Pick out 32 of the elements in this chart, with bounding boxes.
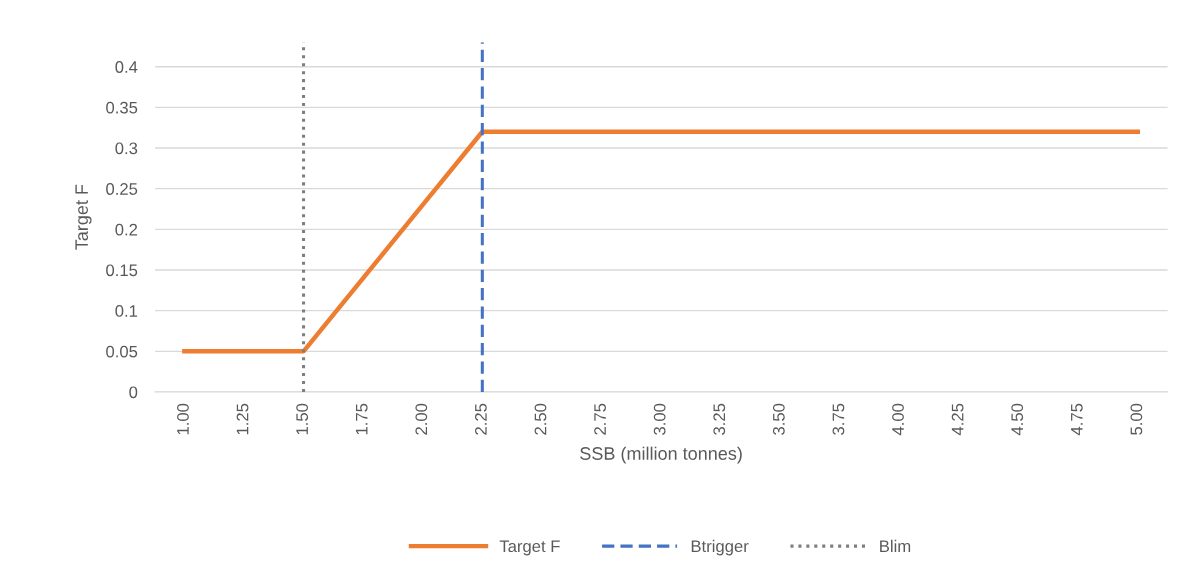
x-tick-label: 1.25 — [236, 403, 249, 435]
x-tick-label: 4.75 — [1071, 403, 1083, 436]
y-tick-label: 0.35 — [106, 101, 138, 114]
x-tick-label: 4.25 — [951, 403, 964, 436]
x-tick-label: 4.50 — [1011, 403, 1024, 436]
x-tick-label: 1.50 — [296, 403, 309, 435]
x-tick-label: 3.00 — [653, 403, 666, 435]
x-tick-label: 3.25 — [713, 403, 726, 435]
x-tick-label: 4.00 — [892, 403, 904, 436]
y-tick-label: 0.15 — [106, 264, 138, 277]
x-tick-label: 2.25 — [474, 403, 487, 435]
x-tick-label: 2.50 — [534, 403, 547, 435]
x-tick-label: 3.75 — [832, 403, 845, 435]
y-axis-title: Target F — [75, 184, 92, 250]
legend-label: Target F — [499, 540, 560, 556]
legend-label: Btrigger — [691, 539, 749, 556]
y-tick-label: 0.4 — [115, 61, 138, 73]
x-tick-label: 5.00 — [1130, 403, 1143, 435]
legend-label: Blim — [880, 539, 911, 552]
y-tick-label: 0.2 — [115, 223, 138, 236]
y-tick-label: 0.3 — [115, 142, 138, 155]
x-tick-label: 1.75 — [355, 403, 368, 435]
x-tick-label: 3.50 — [772, 403, 785, 435]
y-tick-label: 0.05 — [106, 345, 138, 358]
x-axis-title: SSB (million tonnes) — [580, 446, 742, 464]
x-tick-label: 2.00 — [415, 403, 428, 435]
x-tick-label: 1.00 — [177, 403, 189, 435]
y-tick-label: 0.25 — [106, 183, 138, 195]
x-tick-label: 2.75 — [594, 403, 606, 435]
y-tick-label: 0.1 — [115, 305, 138, 317]
line-series — [182, 129, 1141, 354]
y-tick-label: 0 — [129, 386, 138, 399]
